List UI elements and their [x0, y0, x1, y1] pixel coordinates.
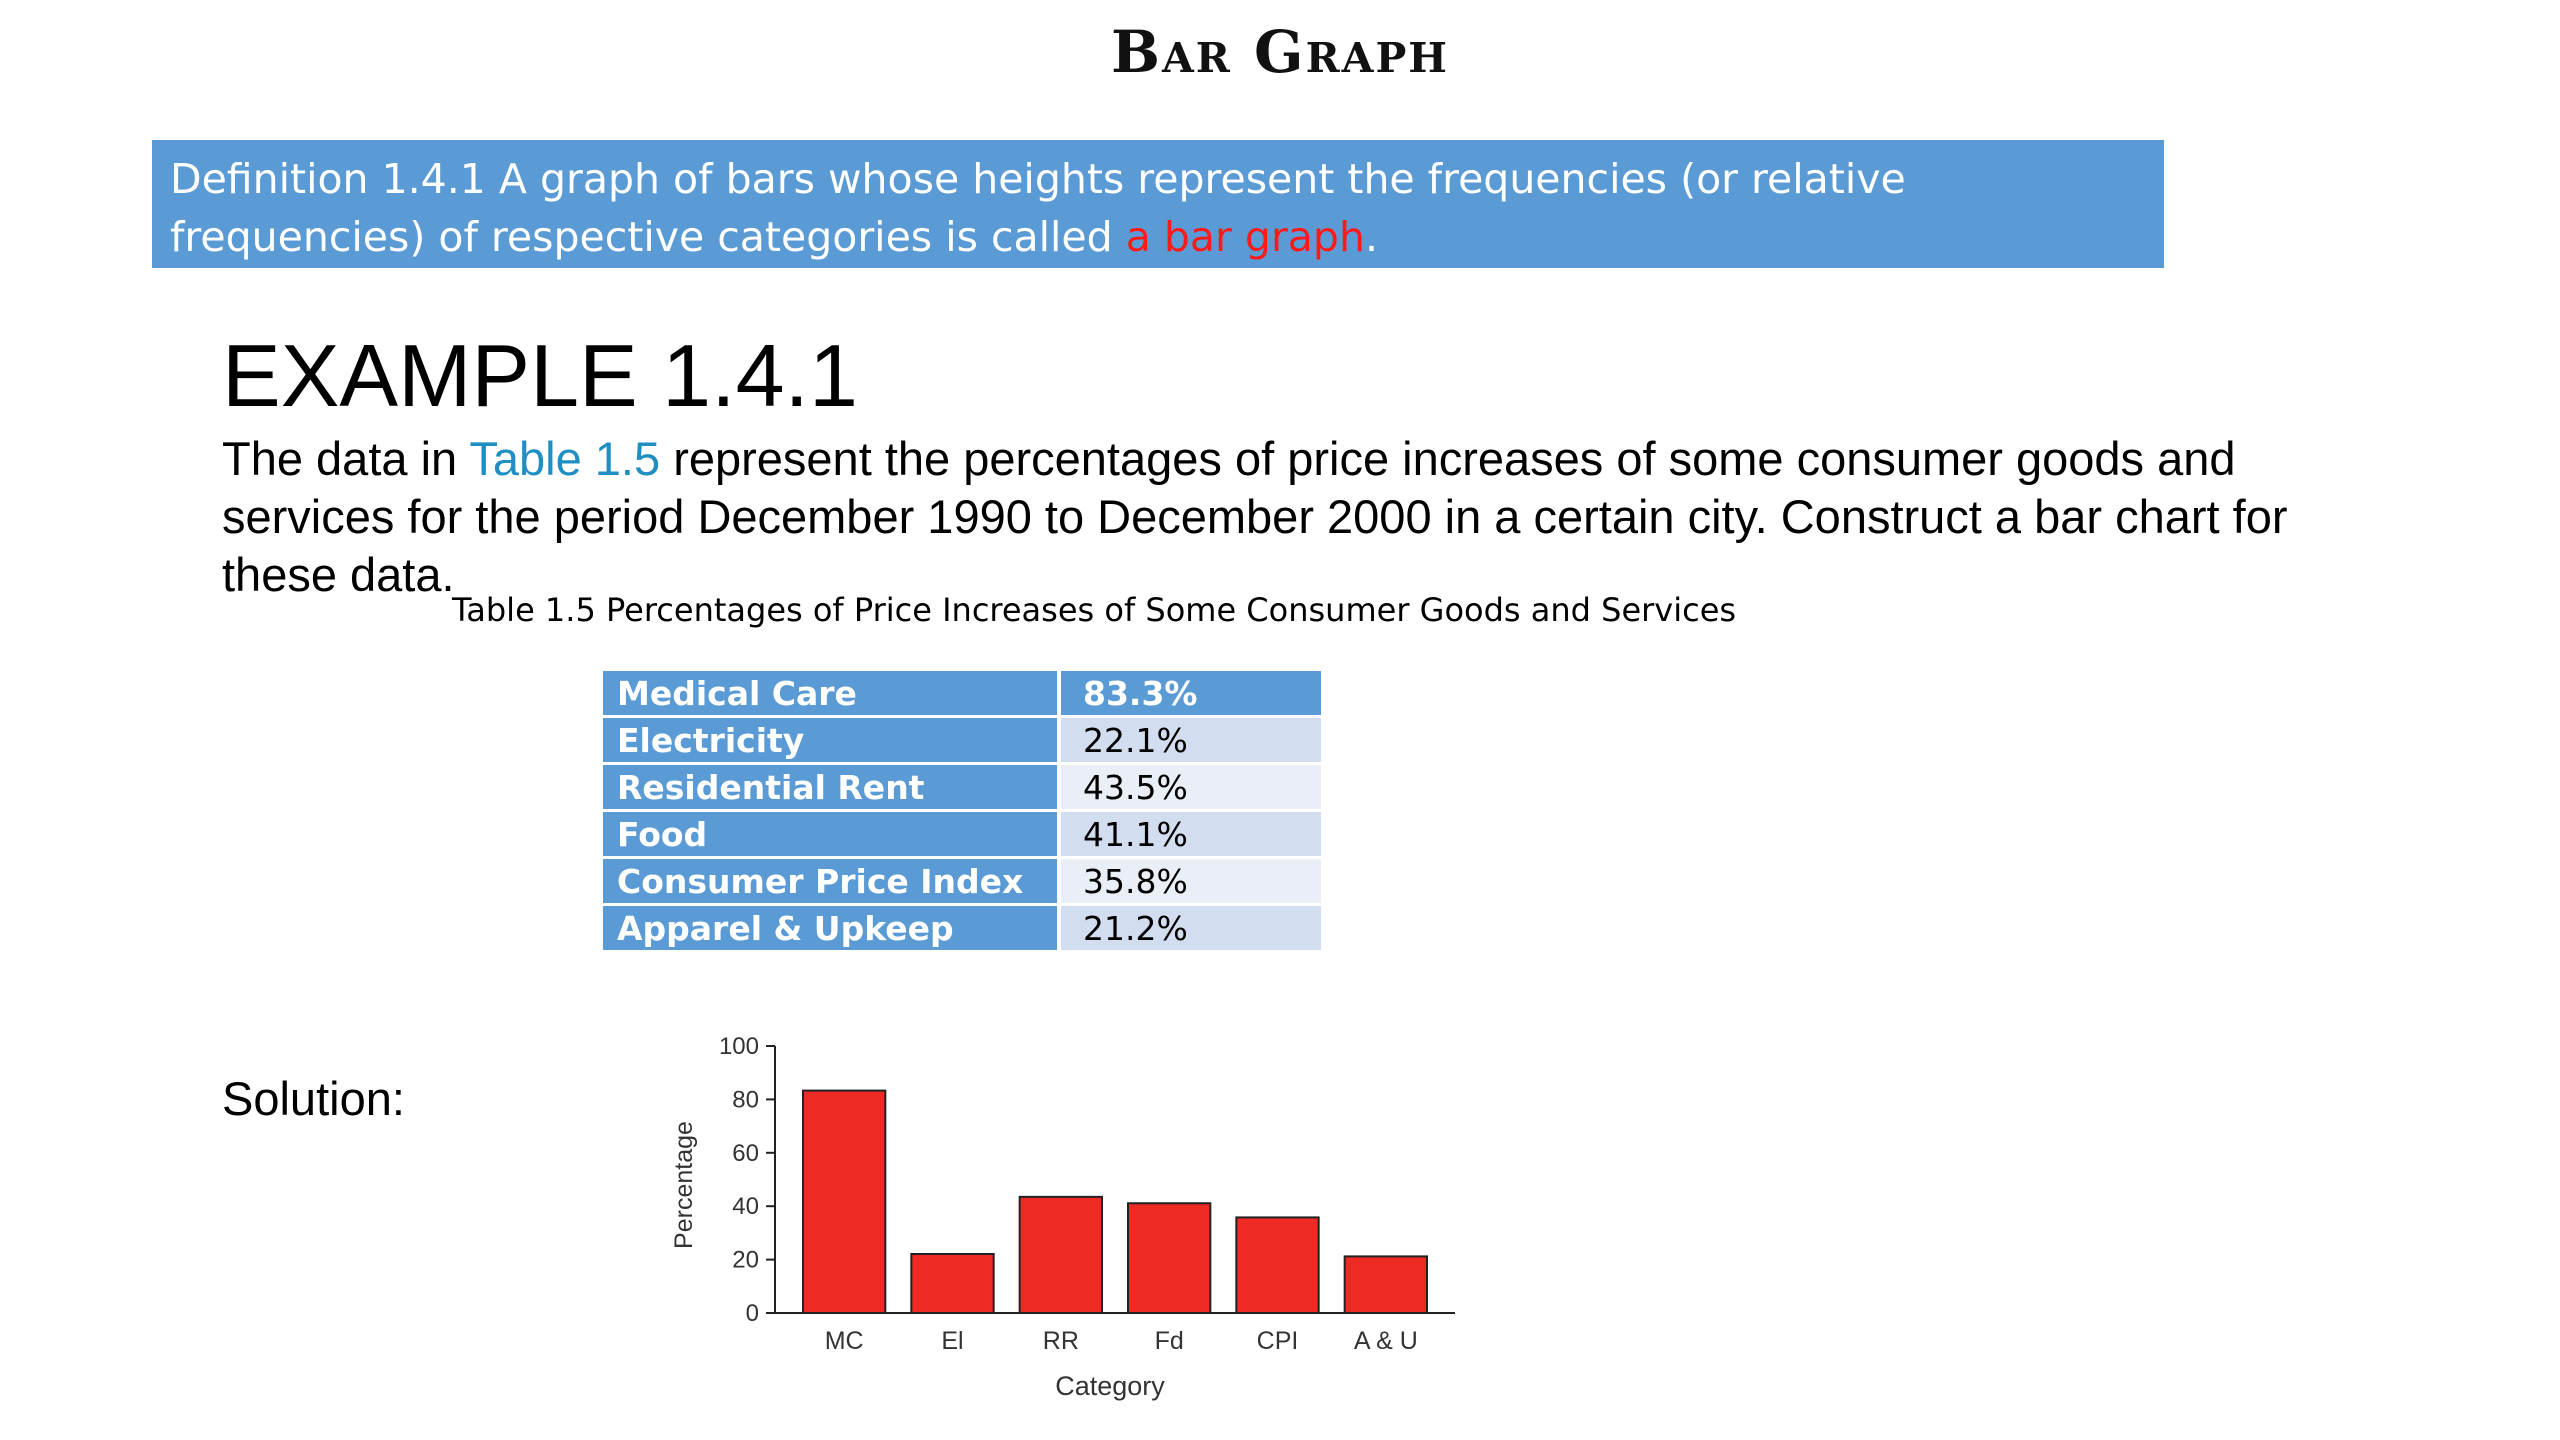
table-row: Residential Rent 43.5% [603, 765, 1321, 809]
chart-x-tick-label: El [941, 1327, 963, 1355]
table-cell-value: 35.8% [1061, 859, 1321, 903]
chart-bar [1127, 1202, 1212, 1314]
table-cell-value: 83.3% [1061, 671, 1321, 715]
chart-x-tick-label: CPI [1257, 1327, 1299, 1355]
chart-y-axis-label: Percentage [670, 1121, 698, 1249]
table-row: Apparel & Upkeep 21.2% [603, 906, 1321, 950]
table-cell-category: Electricity [603, 718, 1061, 762]
definition-box: Definition 1.4.1 A graph of bars whose h… [152, 140, 2164, 268]
chart-bar [1235, 1216, 1320, 1314]
chart-y-tick-label: 20 [732, 1247, 759, 1274]
chart-bar [802, 1089, 887, 1314]
table-cell-category: Consumer Price Index [603, 859, 1061, 903]
chart-x-axis-label: Category [1055, 1371, 1165, 1401]
example-text-after: represent the percentages of price incre… [222, 432, 2288, 601]
chart-bar [1343, 1255, 1429, 1314]
chart-bar [910, 1252, 995, 1314]
example-title: EXAMPLE 1.4.1 [222, 326, 858, 425]
table-cell-category: Food [603, 812, 1061, 856]
chart-y-tick-label: 80 [732, 1086, 759, 1113]
example-text-before: The data in [222, 432, 470, 485]
data-table: Medical Care 83.3% Electricity 22.1% Res… [603, 668, 1321, 953]
chart-x-tick-label: MC [825, 1327, 864, 1355]
table-cell-value: 43.5% [1061, 765, 1321, 809]
chart-x-tick-label: A & U [1354, 1327, 1418, 1355]
table-row: Electricity 22.1% [603, 718, 1321, 762]
table-row: Consumer Price Index 35.8% [603, 859, 1321, 903]
definition-end: . [1364, 213, 1378, 261]
table-cell-value: 21.2% [1061, 906, 1321, 950]
table-reference-link[interactable]: Table 1.5 [469, 432, 661, 485]
chart-y-tick-label: 40 [732, 1193, 759, 1220]
chart-y-tick-label: 60 [732, 1140, 759, 1167]
definition-text: Definition 1.4.1 A graph of bars whose h… [170, 155, 1906, 261]
chart-x-tick-label: Fd [1155, 1327, 1184, 1355]
table-caption: Table 1.5 Percentages of Price Increases… [452, 591, 1737, 629]
page-title: Bar Graph [1110, 18, 1450, 86]
table-cell-value: 41.1% [1061, 812, 1321, 856]
chart-x-tick-label: RR [1043, 1327, 1079, 1355]
table-cell-category: Residential Rent [603, 765, 1061, 809]
chart-plot-area: 0 20 40 60 80 100 MC El RR Fd CPI A & U [719, 1033, 1455, 1355]
table-cell-category: Apparel & Upkeep [603, 906, 1061, 950]
chart-bar [1018, 1195, 1103, 1314]
example-text: The data in Table 1.5 represent the perc… [222, 430, 2402, 604]
definition-highlight: a bar graph [1125, 213, 1365, 261]
table-row: Medical Care 83.3% [603, 671, 1321, 715]
chart-y-tick-label: 0 [746, 1300, 759, 1327]
table-cell-value: 22.1% [1061, 718, 1321, 762]
table-cell-category: Medical Care [603, 671, 1061, 715]
table-row: Food 41.1% [603, 812, 1321, 856]
solution-label: Solution: [222, 1072, 405, 1125]
chart-y-tick-label: 100 [719, 1033, 759, 1060]
